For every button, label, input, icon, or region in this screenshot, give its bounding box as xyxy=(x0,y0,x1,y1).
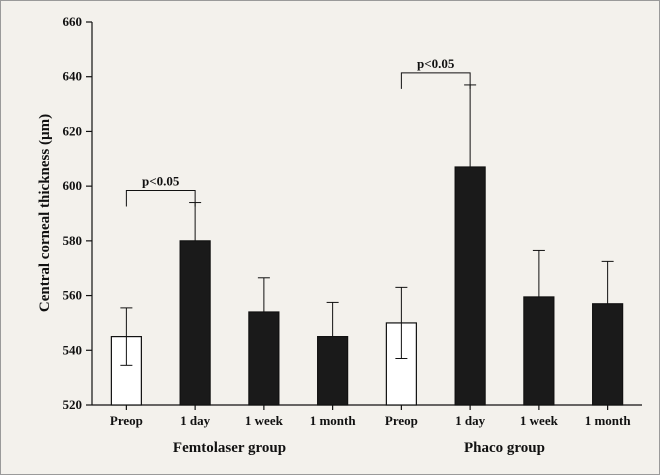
y-tick-label: 580 xyxy=(63,233,83,248)
bar xyxy=(592,303,624,406)
significance-bracket xyxy=(125,190,196,207)
category-label: 1 day xyxy=(455,413,485,428)
category-label: Preop xyxy=(110,413,143,428)
bar xyxy=(317,336,349,406)
category-label: 1 week xyxy=(245,413,284,428)
y-tick-label: 640 xyxy=(63,69,83,84)
y-tick-label: 540 xyxy=(63,342,83,357)
category-label: 1 week xyxy=(520,413,559,428)
group-label: Femtolaser group xyxy=(173,440,286,456)
category-label: Preop xyxy=(385,413,418,428)
y-tick-label: 560 xyxy=(63,288,83,303)
significance-label: p<0.05 xyxy=(417,56,455,71)
category-label: 1 day xyxy=(180,413,210,428)
bar xyxy=(179,240,211,406)
group-label: Phaco group xyxy=(464,440,545,456)
plot-area xyxy=(86,21,642,410)
significance-bracket xyxy=(400,72,471,89)
y-tick-label: 660 xyxy=(63,14,83,29)
category-label: 1 month xyxy=(310,413,357,428)
bar xyxy=(248,311,280,406)
y-tick-label: 520 xyxy=(63,397,83,412)
y-tick-label: 620 xyxy=(63,123,83,138)
y-axis-title: Central corneal thickness (µm) xyxy=(37,114,53,312)
category-label: 1 month xyxy=(585,413,632,428)
y-tick-label: 600 xyxy=(63,178,83,193)
significance-label: p<0.05 xyxy=(142,174,180,189)
bar xyxy=(523,296,555,406)
bar xyxy=(454,166,486,406)
